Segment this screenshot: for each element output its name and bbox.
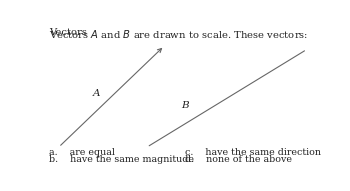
- Text: A: A: [93, 89, 100, 98]
- Text: Vectors: Vectors: [49, 28, 90, 37]
- Text: b.    have the same magnitude: b. have the same magnitude: [49, 155, 194, 164]
- Text: d.    none of the above: d. none of the above: [185, 155, 292, 164]
- Text: Vectors $\it{A}$ and $\it{B}$ are drawn to scale. These vectors:: Vectors $\it{A}$ and $\it{B}$ are drawn …: [49, 28, 308, 40]
- Text: c.    have the same direction: c. have the same direction: [185, 148, 321, 157]
- Text: B: B: [181, 101, 189, 110]
- Text: a.    are equal: a. are equal: [49, 148, 115, 157]
